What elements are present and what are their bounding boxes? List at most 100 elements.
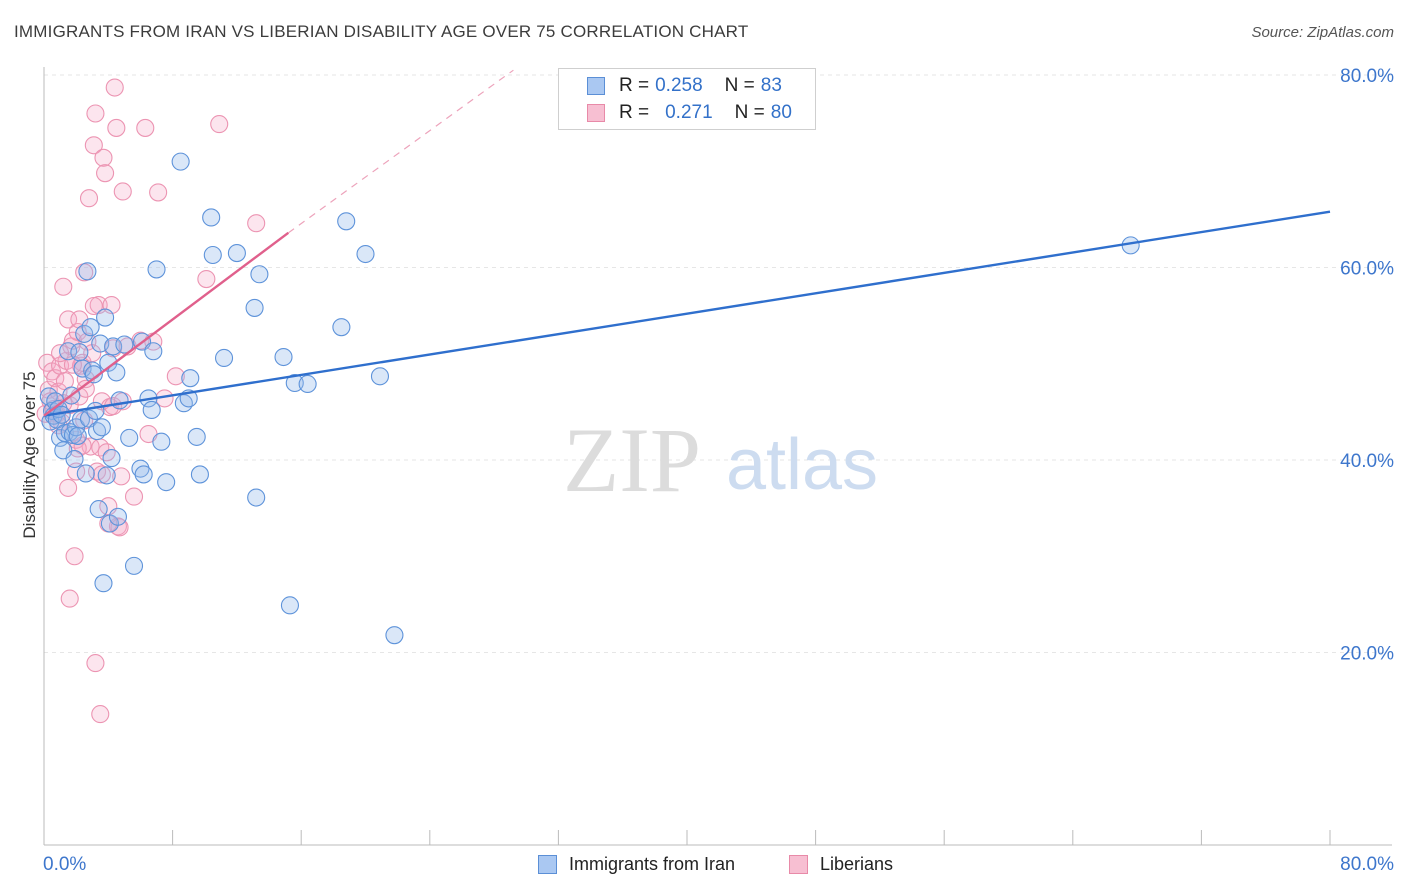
iran-point <box>97 466 116 485</box>
iran-point <box>181 369 200 388</box>
liberians-point <box>136 118 155 137</box>
iran-point <box>385 626 404 645</box>
legend-n-value: 80 <box>770 102 792 123</box>
liberians-point <box>91 705 110 724</box>
iran-point <box>107 363 126 382</box>
iran-point <box>280 596 299 615</box>
iran-point <box>94 574 113 593</box>
tick-labels: 20.0% 40.0% 60.0% 80.0% 0.0% 80.0% <box>43 66 1394 875</box>
legend-n-label: N = <box>734 102 765 123</box>
liberians-point <box>84 296 103 316</box>
iran-point <box>285 373 304 393</box>
axes <box>43 67 1392 846</box>
iran-point <box>250 265 269 284</box>
iran-point <box>298 374 317 394</box>
liberians-point <box>96 164 115 183</box>
liberians-point <box>59 478 78 497</box>
x-tick-label: 0.0% <box>43 854 86 875</box>
liberians-point <box>60 589 79 608</box>
iran-point <box>274 347 293 367</box>
liberians-point <box>197 269 216 289</box>
liberians-point <box>63 331 82 350</box>
iran-point <box>332 318 351 337</box>
iran-point <box>68 426 87 445</box>
iran-point <box>120 428 139 447</box>
watermark-atlas: atlas <box>726 425 878 505</box>
liberians-point <box>79 189 99 208</box>
liberians-point <box>107 118 126 137</box>
iran-point <box>190 465 209 484</box>
legend-n-value: 83 <box>760 75 782 96</box>
liberians-point <box>210 115 229 134</box>
y-tick-label: 20.0% <box>1340 644 1394 665</box>
trend-lines <box>43 69 1331 417</box>
iran-point <box>102 449 121 468</box>
bottom-legend-label-liberians: Liberians <box>820 853 894 874</box>
watermark: ZIP atlas <box>563 409 878 511</box>
iran-point <box>187 427 206 446</box>
iran-point <box>81 318 100 337</box>
trend-line-iran <box>43 210 1331 417</box>
y-axis-label: Disability Age Over 75 <box>20 371 39 539</box>
liberians-point <box>124 487 144 506</box>
trend-line-liberians <box>43 231 290 417</box>
liberians-point <box>86 654 105 673</box>
iran-point <box>245 298 264 317</box>
iran-point <box>247 488 266 507</box>
iran-point <box>96 308 115 327</box>
iran-point <box>89 500 108 519</box>
iran-point <box>152 432 171 451</box>
legend-n-label: N = <box>724 75 755 96</box>
iran-point <box>108 507 127 526</box>
iran-point <box>202 208 221 227</box>
legend: R = 0.258 N = 83 R = 0.271 N = 80 <box>558 68 816 130</box>
bottom-legend-swatch-iran <box>538 854 557 874</box>
source-label: Source: ZipAtlas.com <box>1251 24 1394 41</box>
y-tick-label: 80.0% <box>1340 66 1394 87</box>
liberians-point <box>149 183 168 202</box>
iran-point <box>142 400 161 420</box>
iran-point <box>104 337 123 356</box>
iran-point <box>115 335 134 354</box>
liberians-point <box>247 214 266 233</box>
watermark-zip: ZIP <box>563 409 701 511</box>
iran-point <box>227 244 246 263</box>
legend-swatch-iran <box>587 77 605 95</box>
x-tick-label: 80.0% <box>1340 854 1394 875</box>
liberians-point <box>105 78 124 97</box>
legend-r-label: R = <box>619 75 650 96</box>
legend-r-label: R = <box>619 102 650 123</box>
iran-point <box>370 367 390 386</box>
liberians-point <box>68 439 87 458</box>
iran-point <box>75 324 94 343</box>
iran-point <box>76 464 95 483</box>
legend-r-value: 0.271 <box>665 102 713 123</box>
series-iran-points <box>39 152 1140 645</box>
bottom-legend-swatch-liberians <box>789 854 808 874</box>
iran-point <box>171 152 190 171</box>
iran-point <box>92 418 111 437</box>
y-tick-label: 40.0% <box>1340 451 1394 472</box>
iran-point <box>78 262 97 281</box>
iran-point <box>134 465 153 484</box>
iran-point <box>70 343 89 362</box>
chart-title: IMMIGRANTS FROM IRAN VS LIBERIAN DISABIL… <box>14 22 749 41</box>
iran-point <box>124 556 144 575</box>
bottom-legend-label-iran: Immigrants from Iran <box>569 853 736 874</box>
iran-point <box>65 449 84 469</box>
iran-point <box>214 348 234 368</box>
iran-point <box>356 244 375 264</box>
iran-point <box>157 473 176 492</box>
legend-row-iran: R = 0.258 N = 83 <box>587 74 782 98</box>
liberians-point <box>84 136 103 155</box>
liberians-point <box>113 182 132 201</box>
iran-point <box>337 212 356 231</box>
iran-point <box>203 245 222 265</box>
liberians-point <box>97 443 116 462</box>
bottom-legend-liberians: Liberians <box>789 852 893 876</box>
legend-row-liberians: R = 0.271 N = 80 <box>587 101 792 125</box>
iran-point <box>131 459 150 478</box>
gridlines <box>44 74 1392 653</box>
liberians-point <box>86 104 105 123</box>
